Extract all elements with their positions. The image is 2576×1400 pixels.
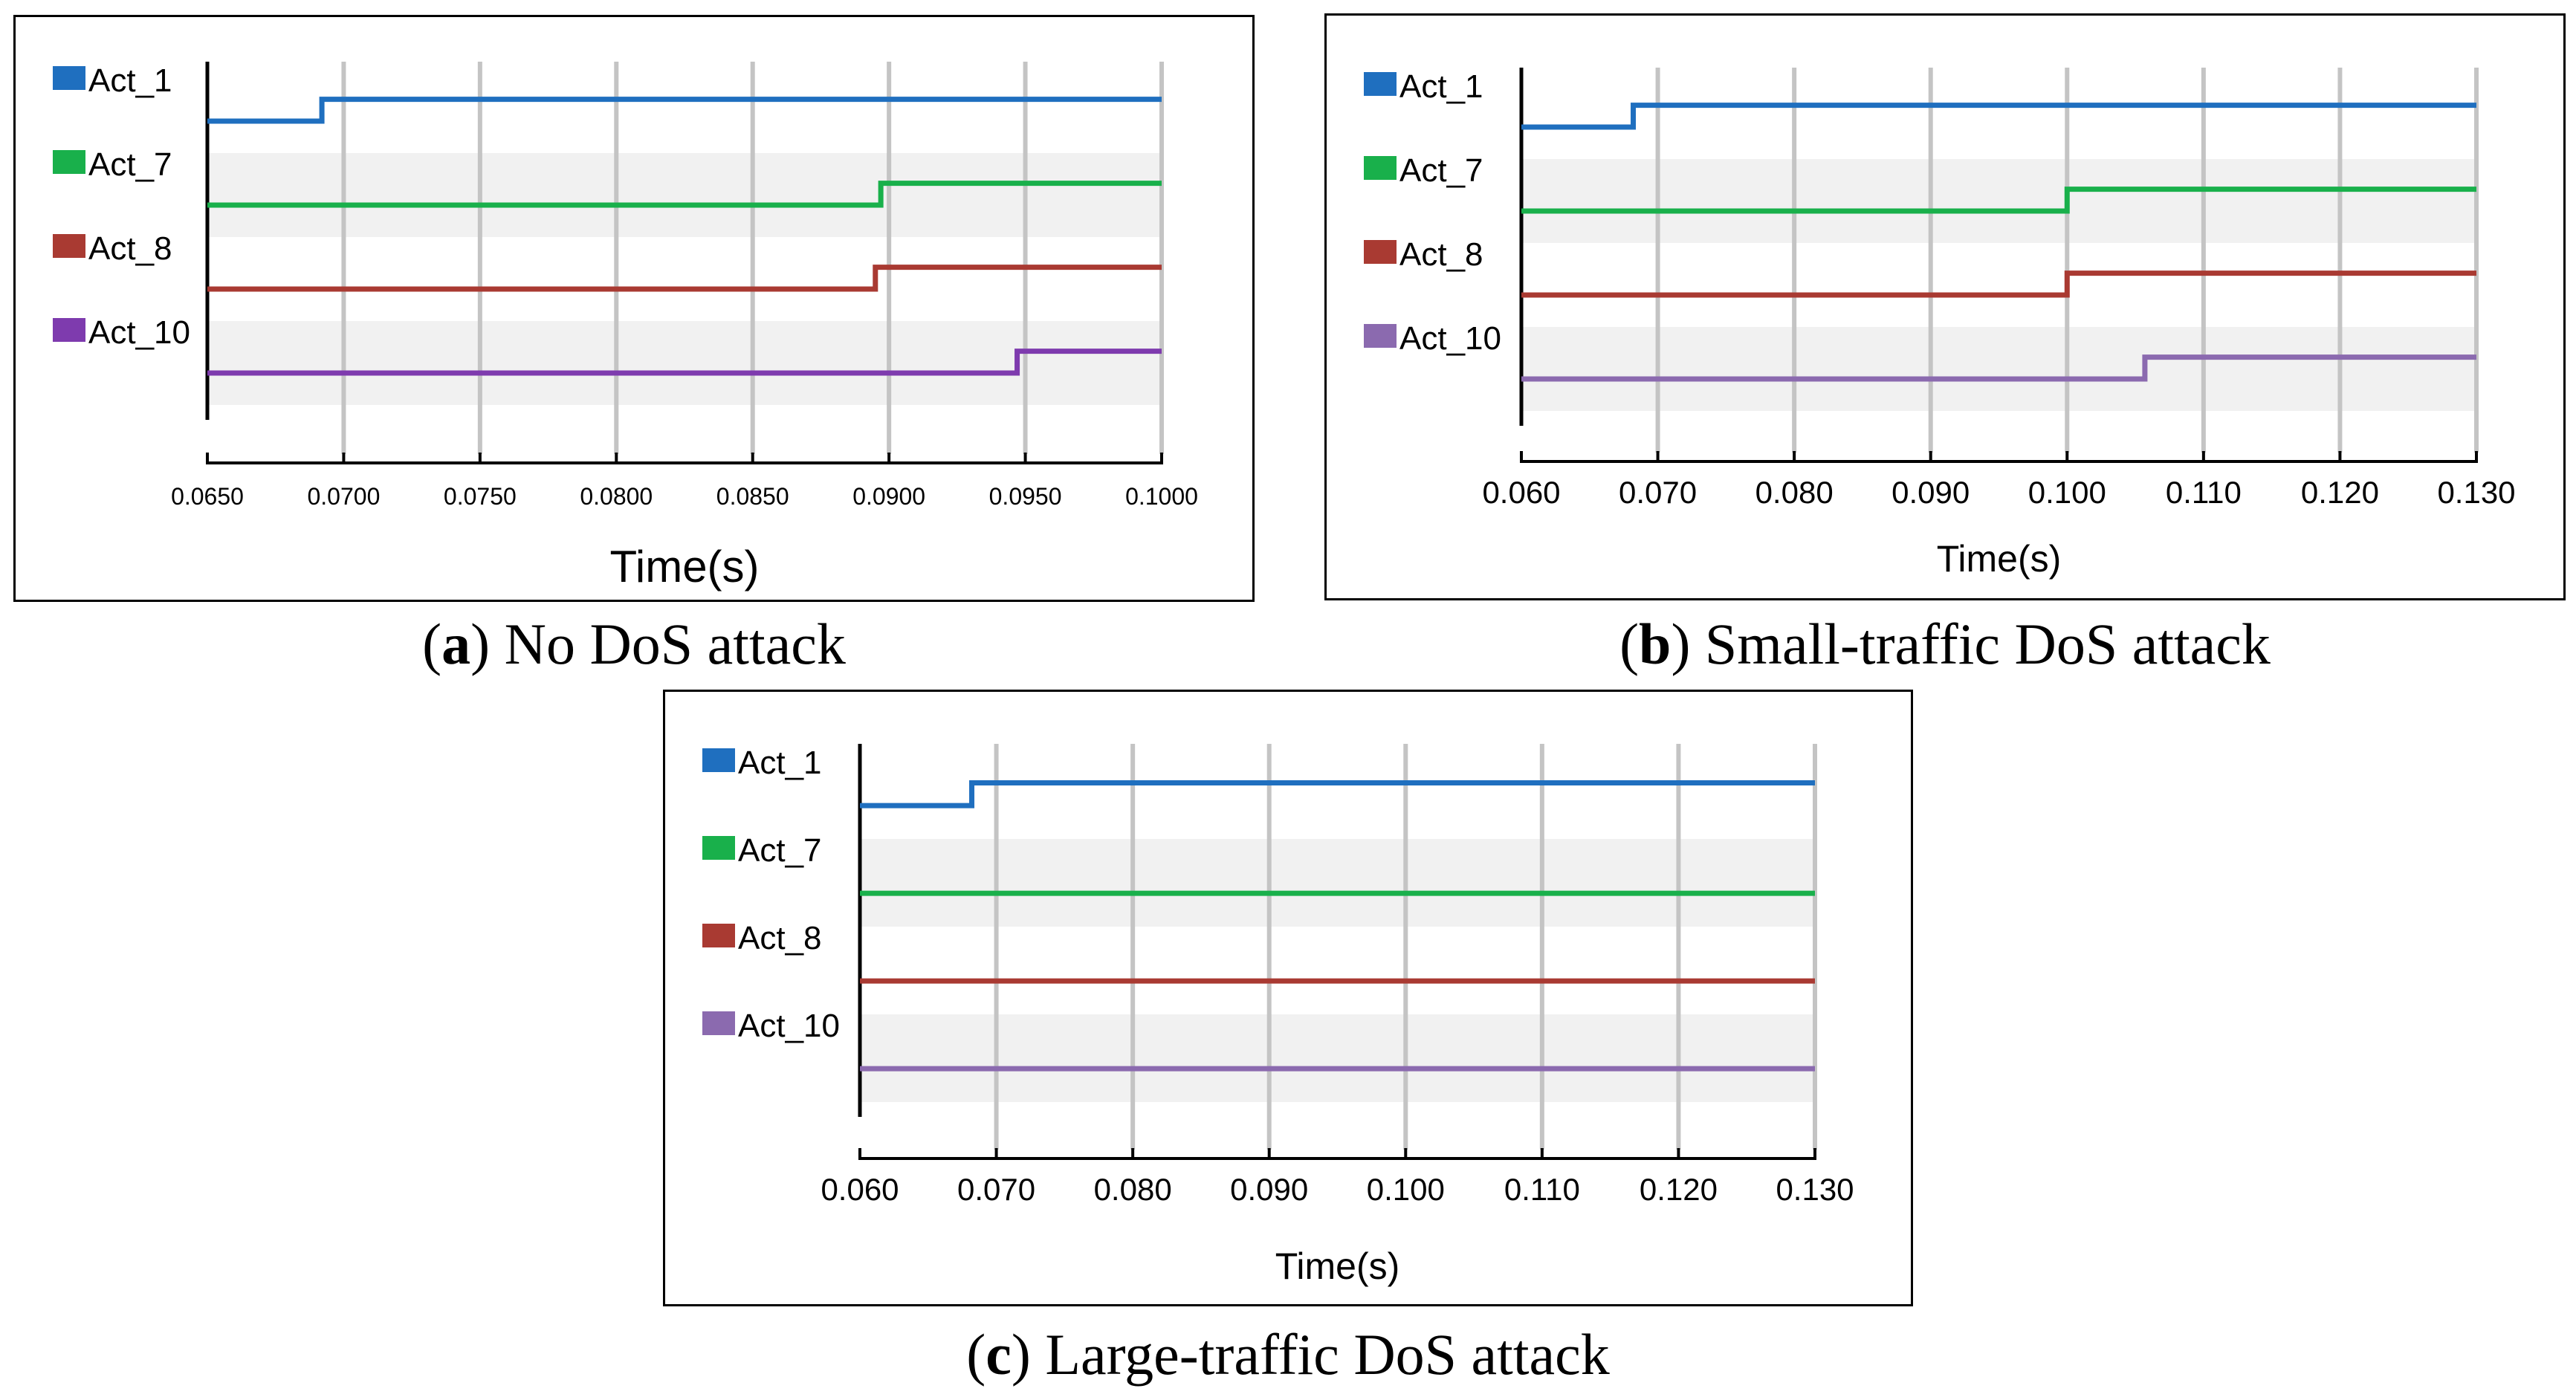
x-tick-label-0.090: 0.090 xyxy=(1230,1172,1308,1207)
legend-swatch-Act_10 xyxy=(702,1011,735,1035)
x-tick-label-0.0800: 0.0800 xyxy=(580,483,653,510)
caption-c-letter: c xyxy=(986,1322,1012,1387)
caption-a-letter: a xyxy=(441,612,471,676)
x-tick-label-0.110: 0.110 xyxy=(2166,475,2242,510)
legend-label-Act_7: Act_7 xyxy=(738,832,822,869)
legend-label-Act_8: Act_8 xyxy=(1399,236,1483,273)
caption-c-text: Large-traffic DoS attack xyxy=(1030,1322,1610,1387)
x-tick-label-0.0850: 0.0850 xyxy=(716,483,789,510)
x-tick-label-0.0750: 0.0750 xyxy=(444,483,517,510)
caption-b: (b) Small-traffic DoS attack xyxy=(1619,612,2271,676)
x-tick-label-0.0950: 0.0950 xyxy=(989,483,1062,510)
x-tick-label-0.120: 0.120 xyxy=(2301,475,2379,510)
series-line-Act_7 xyxy=(1521,187,2476,214)
x-tick-label-0.110: 0.110 xyxy=(1504,1172,1580,1207)
x-tick-label-0.0650: 0.0650 xyxy=(171,483,244,510)
legend-label-Act_10: Act_10 xyxy=(88,314,190,351)
legend-label-Act_1: Act_1 xyxy=(1399,68,1483,105)
series-line-Act_10 xyxy=(207,349,1162,376)
legend-label-Act_7: Act_7 xyxy=(1399,152,1483,189)
panel-c: Act_1 Act_7 Act_8 Act_10 0.060 0.070 0.080 0.09… xyxy=(663,690,1913,1306)
series-line-Act_7 xyxy=(207,181,1162,208)
legend-label-Act_10: Act_10 xyxy=(738,1008,840,1044)
x-tick-label-0.130: 0.130 xyxy=(2437,475,2515,510)
x-tick-label-0.100: 0.100 xyxy=(2028,475,2106,510)
legend-label-Act_7: Act_7 xyxy=(88,146,172,183)
series-line-Act_1 xyxy=(860,780,1815,808)
legend-swatch-Act_8 xyxy=(702,924,735,947)
chart-c: Act_1 Act_7 Act_8 Act_10 0.060 0.070 0.080 0.09… xyxy=(702,744,1854,1287)
x-tick-label-0.100: 0.100 xyxy=(1367,1172,1445,1207)
x-tick-label-0.080: 0.080 xyxy=(1755,475,1834,510)
legend-swatch-Act_1 xyxy=(53,66,85,90)
x-axis-title: Time(s) xyxy=(1275,1245,1400,1287)
x-tick-label-0.060: 0.060 xyxy=(821,1172,899,1207)
legend-label-Act_8: Act_8 xyxy=(88,230,172,267)
legend-swatch-Act_1 xyxy=(1364,72,1397,96)
x-tick-label-0.0700: 0.0700 xyxy=(307,483,380,510)
legend-swatch-Act_8 xyxy=(1364,240,1397,264)
x-axis-title: Time(s) xyxy=(1937,538,2062,580)
row-band-Act_7 xyxy=(1521,159,2476,243)
legend-swatch-Act_1 xyxy=(702,748,735,772)
legend-swatch-Act_10 xyxy=(53,318,85,342)
x-axis-title: Time(s) xyxy=(609,542,759,592)
legend-label-Act_1: Act_1 xyxy=(738,745,822,781)
legend-swatch-Act_7 xyxy=(702,836,735,860)
x-tick-label-0.1000: 0.1000 xyxy=(1125,483,1198,510)
series-line-Act_1 xyxy=(1521,103,2476,130)
row-band-Act_10 xyxy=(207,321,1162,405)
caption-a: (a) No DoS attack xyxy=(422,612,846,676)
row-band-Act_10 xyxy=(860,1014,1815,1102)
caption-c: (c) Large-traffic DoS attack xyxy=(966,1322,1610,1387)
row-band-Act_7 xyxy=(207,153,1162,237)
legend-swatch-Act_8 xyxy=(53,234,85,258)
legend-label-Act_8: Act_8 xyxy=(738,920,822,956)
panel-b: Act_1 Act_7 Act_8 Act_10 0.060 0.070 0.080 0.09… xyxy=(1324,13,2566,600)
series-line-Act_1 xyxy=(207,97,1162,124)
x-tick-label-0.120: 0.120 xyxy=(1640,1172,1718,1207)
x-tick-label-0.130: 0.130 xyxy=(1776,1172,1854,1207)
legend-swatch-Act_7 xyxy=(53,150,85,174)
chart-b: Act_1 Act_7 Act_8 Act_10 0.060 0.070 0.080 0.09… xyxy=(1364,68,2516,580)
row-band-Act_7 xyxy=(860,839,1815,927)
legend-label-Act_1: Act_1 xyxy=(88,62,172,99)
legend-swatch-Act_10 xyxy=(1364,324,1397,348)
series-line-Act_8 xyxy=(1521,270,2476,298)
chart-a: Act_1 Act_7 Act_8 Act_10 0.0650 0.0700 0.0750 0… xyxy=(53,62,1198,592)
x-tick-label-0.070: 0.070 xyxy=(957,1172,1035,1207)
x-tick-label-0.0900: 0.0900 xyxy=(852,483,925,510)
caption-a-text: No DoS attack xyxy=(490,612,846,676)
caption-b-letter: b xyxy=(1639,612,1672,676)
x-tick-label-0.080: 0.080 xyxy=(1094,1172,1172,1207)
series-line-Act_10 xyxy=(1521,354,2476,382)
x-tick-label-0.060: 0.060 xyxy=(1482,475,1560,510)
row-band-Act_10 xyxy=(1521,327,2476,411)
series-line-Act_8 xyxy=(207,265,1162,292)
panel-a: Act_1 Act_7 Act_8 Act_10 0.0650 0.0700 0.0750 0… xyxy=(13,15,1255,602)
legend-swatch-Act_7 xyxy=(1364,156,1397,180)
x-tick-label-0.090: 0.090 xyxy=(1891,475,1970,510)
x-tick-label-0.070: 0.070 xyxy=(1619,475,1697,510)
caption-b-text: Small-traffic DoS attack xyxy=(1690,612,2271,676)
legend-label-Act_10: Act_10 xyxy=(1399,320,1501,357)
